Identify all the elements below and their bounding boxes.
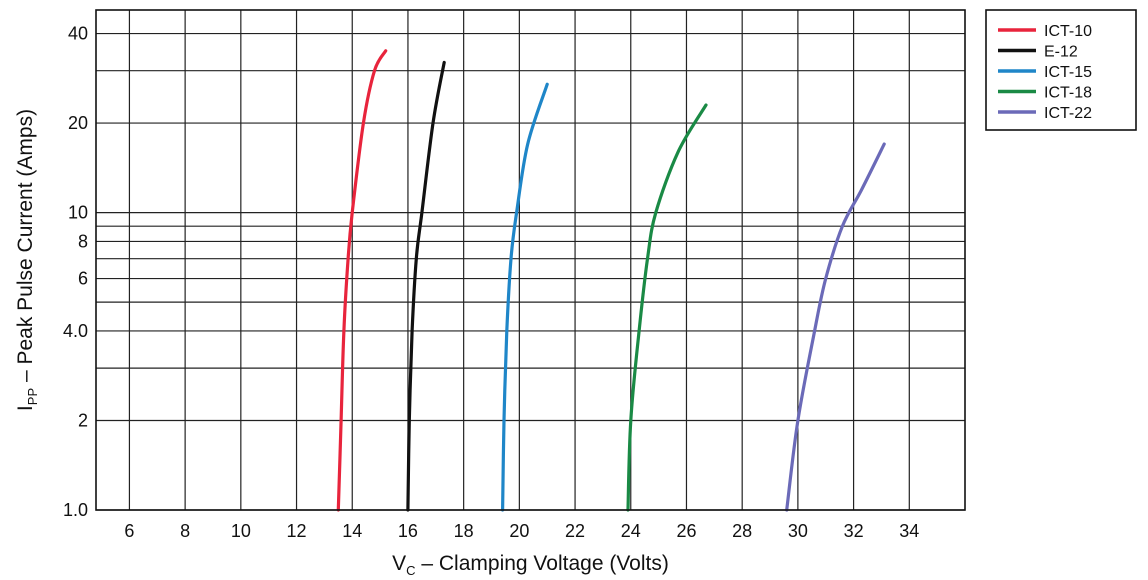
series-line-e-12 (406, 60, 446, 512)
x-tick-label: 32 (844, 521, 864, 541)
x-tick-label: 18 (454, 521, 474, 541)
x-tick-label: 30 (788, 521, 808, 541)
x-tick-label: 16 (398, 521, 418, 541)
grid (96, 10, 965, 511)
x-tick-label: 24 (621, 521, 641, 541)
y-tick-label: 1.0 (63, 500, 88, 520)
series-line-ict-15 (501, 82, 549, 512)
series-layer (336, 49, 886, 512)
y-axis-title-main: I (14, 405, 37, 411)
x-tick-label: 10 (231, 521, 251, 541)
y-tick-label: 6 (78, 269, 88, 289)
x-axis-title-main: V (392, 552, 406, 575)
x-axis-title: VC – Clamping Voltage (Volts) (392, 552, 669, 578)
y-tick-labels: 1.0 2 4.0 6 8 10 20 40 (63, 24, 88, 520)
legend-label: ICT-22 (1044, 105, 1092, 122)
plot-frame (95, 9, 966, 511)
y-tick-label: 20 (68, 113, 88, 133)
x-tick-label: 6 (124, 521, 134, 541)
x-tick-labels: 6 8 10 12 14 16 18 20 22 24 26 28 30 32 34 (124, 521, 919, 541)
x-tick-label: 14 (342, 521, 362, 541)
x-tick-label: 22 (565, 521, 585, 541)
legend: ICT-10 E-12 ICT-15 ICT-18 ICT-22 (985, 9, 1137, 131)
y-tick-label: 40 (68, 24, 88, 44)
y-tick-label: 4.0 (63, 321, 88, 341)
x-tick-label: 34 (899, 521, 919, 541)
y-tick-label: 2 (78, 410, 88, 430)
series-line-ict-18 (626, 103, 708, 512)
y-tick-label: 10 (68, 203, 88, 223)
y-tick-label: 8 (78, 231, 88, 251)
legend-label: ICT-10 (1044, 23, 1092, 40)
legend-label: ICT-15 (1044, 64, 1092, 81)
y-axis-title-rest: – Peak Pulse Current (Amps) (14, 109, 37, 388)
x-axis-title-rest: – Clamping Voltage (Volts) (416, 552, 669, 575)
y-axis-title-sub: PP (25, 388, 40, 405)
legend-label: E-12 (1044, 44, 1078, 61)
x-axis-title-sub: C (406, 563, 415, 578)
y-axis-title: IPP – Peak Pulse Current (Amps) (14, 109, 40, 411)
x-tick-label: 28 (732, 521, 752, 541)
series-line-ict-10 (336, 49, 388, 512)
legend-label: ICT-18 (1044, 85, 1092, 102)
x-tick-label: 20 (509, 521, 529, 541)
x-tick-label: 26 (676, 521, 696, 541)
series-line-ict-22 (785, 142, 886, 512)
x-tick-label: 12 (287, 521, 307, 541)
x-tick-label: 8 (180, 521, 190, 541)
